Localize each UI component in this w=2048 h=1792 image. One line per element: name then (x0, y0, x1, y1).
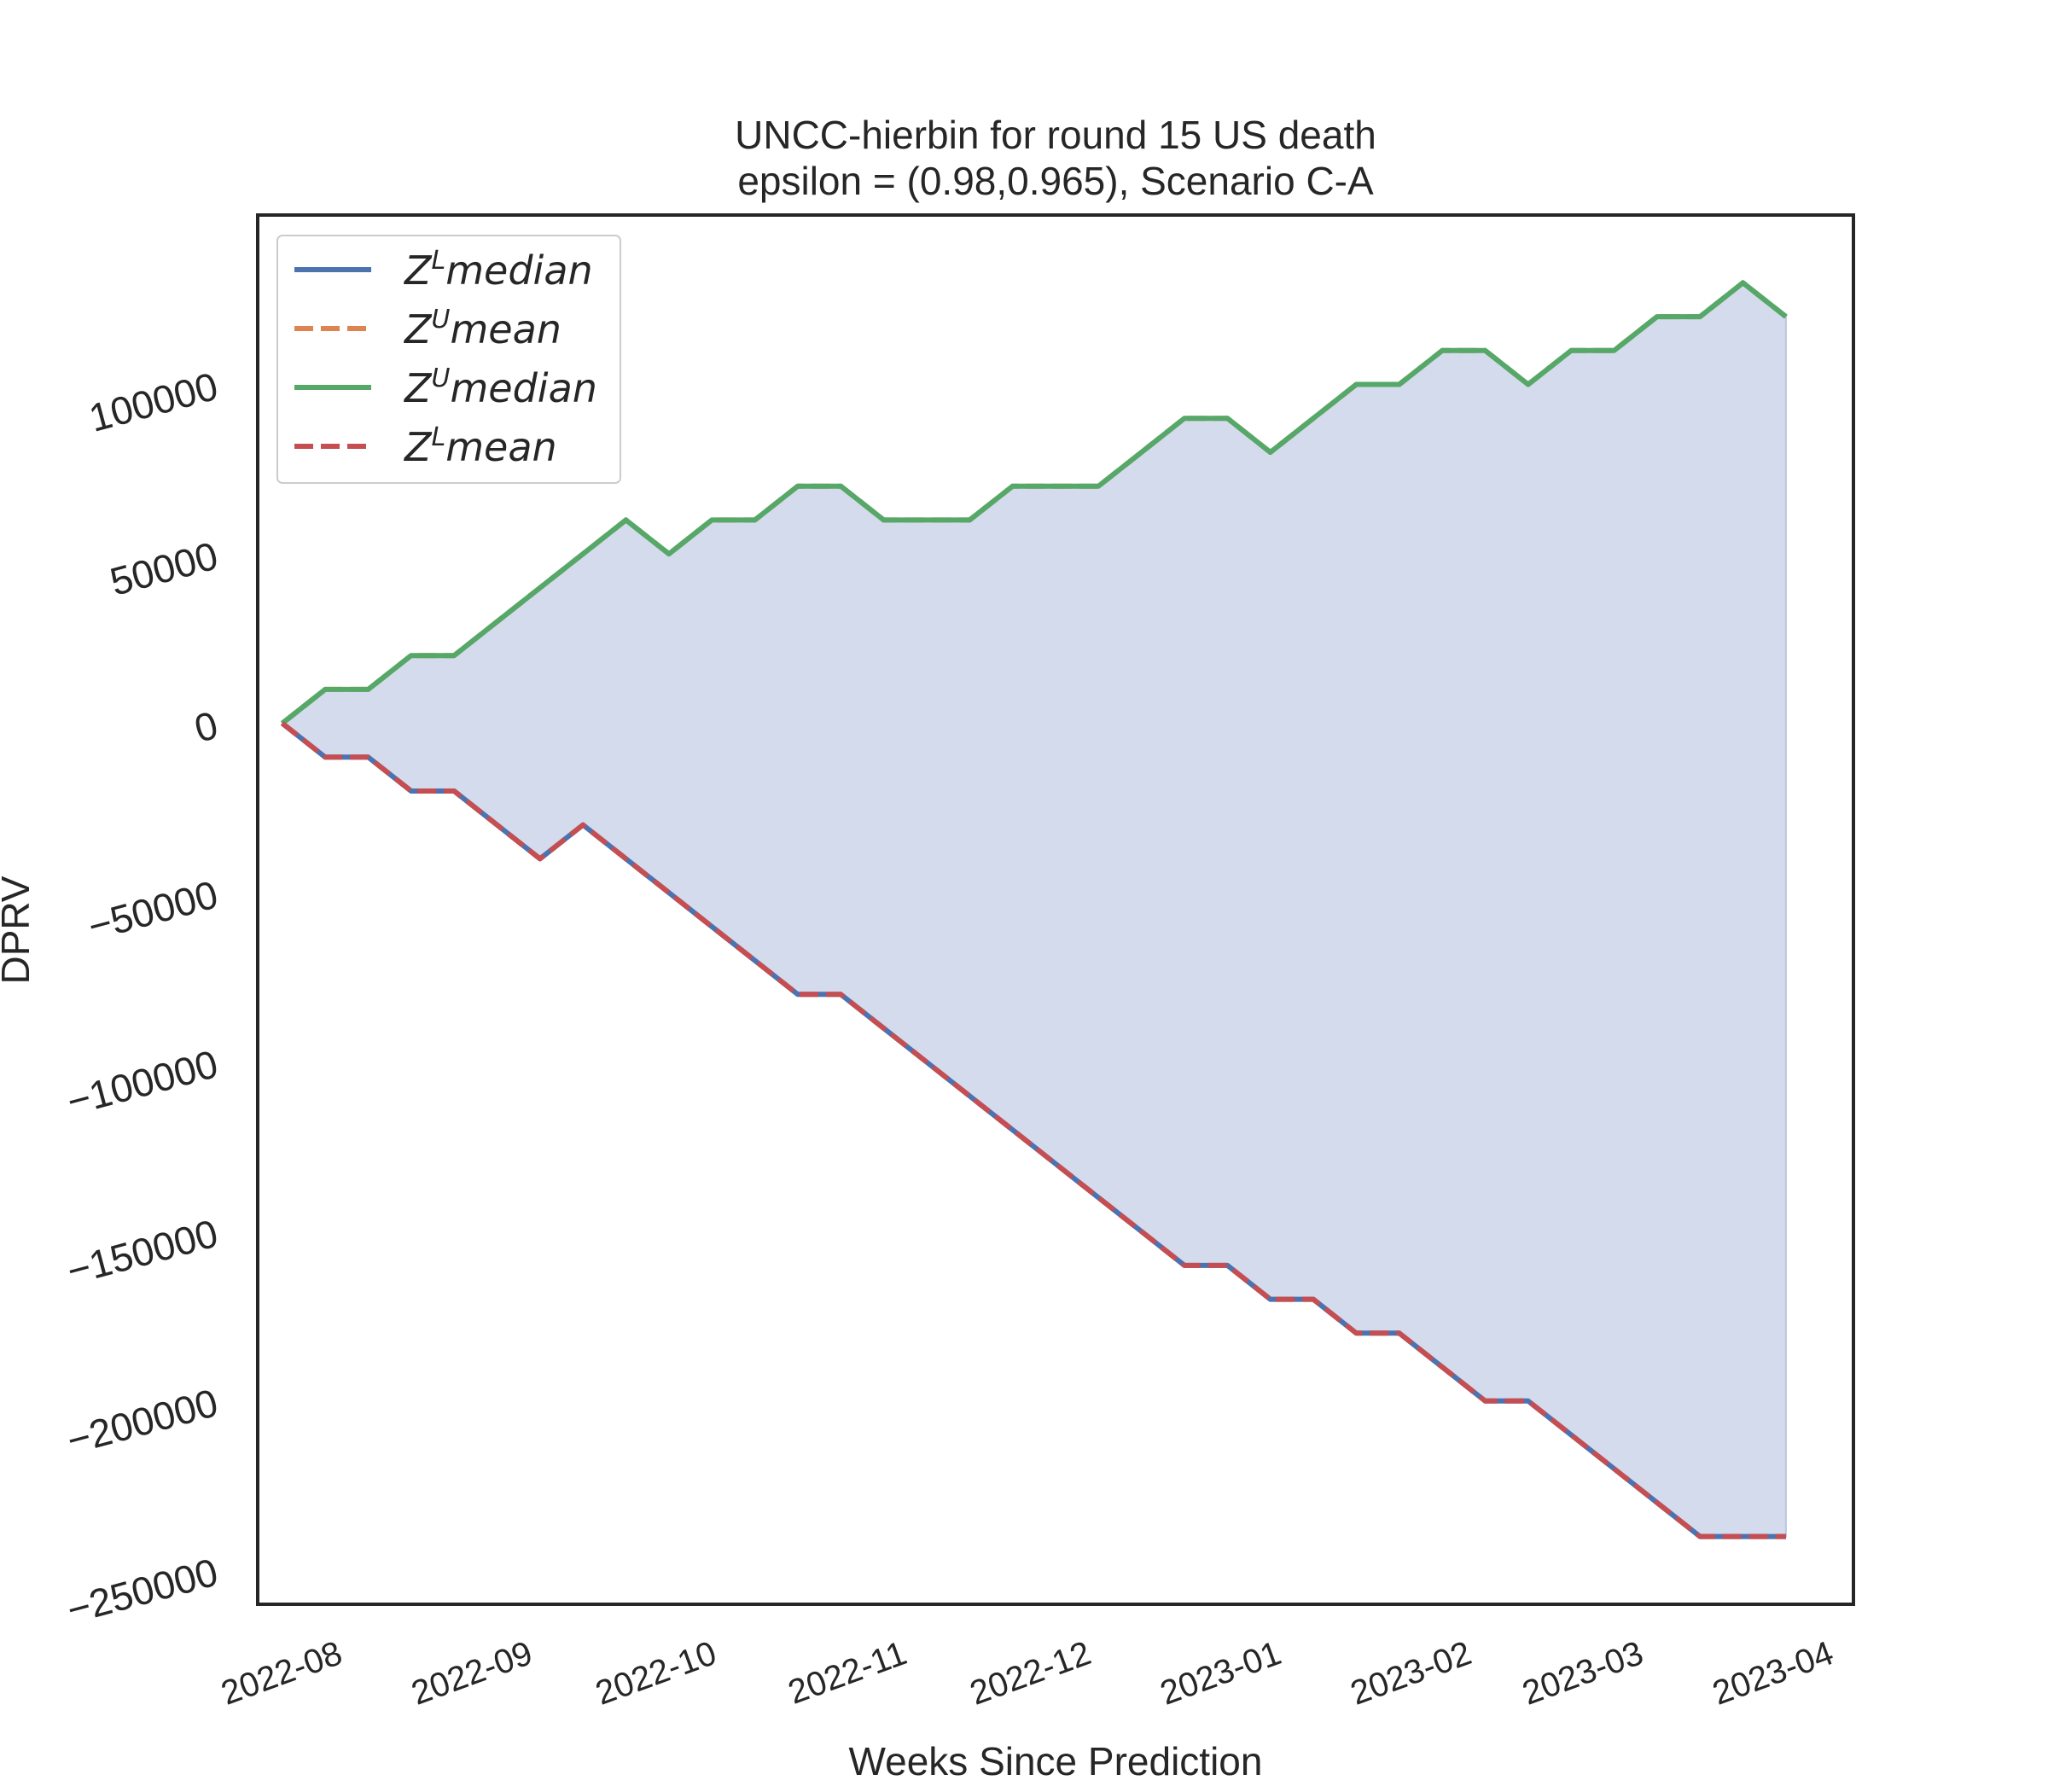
legend-entry-2: ZUmedian (403, 364, 597, 411)
legend-entry-3: ZLmean (403, 422, 557, 470)
plot-frame (256, 213, 1855, 1606)
x-axis-label: Weeks Since Prediction (849, 1739, 1263, 1783)
plot-area (280, 280, 1788, 1539)
series-line-2 (280, 280, 1788, 725)
chart-title-line-2: epsilon = (0.98,0.965), Scenario C-A (737, 159, 1374, 203)
legend-entry-0: ZLmedian (403, 246, 593, 294)
series-line-3 (280, 721, 1786, 1539)
legend-entry-1: ZUmean (403, 305, 561, 352)
legend-box (276, 235, 621, 484)
legend: ZLmedian ZUmean ZUmedian ZLmean (276, 235, 621, 484)
chart-title-line-1: UNCC-hierbin for round 15 US death (735, 113, 1376, 157)
y-axis-label: DPRV (0, 876, 38, 984)
